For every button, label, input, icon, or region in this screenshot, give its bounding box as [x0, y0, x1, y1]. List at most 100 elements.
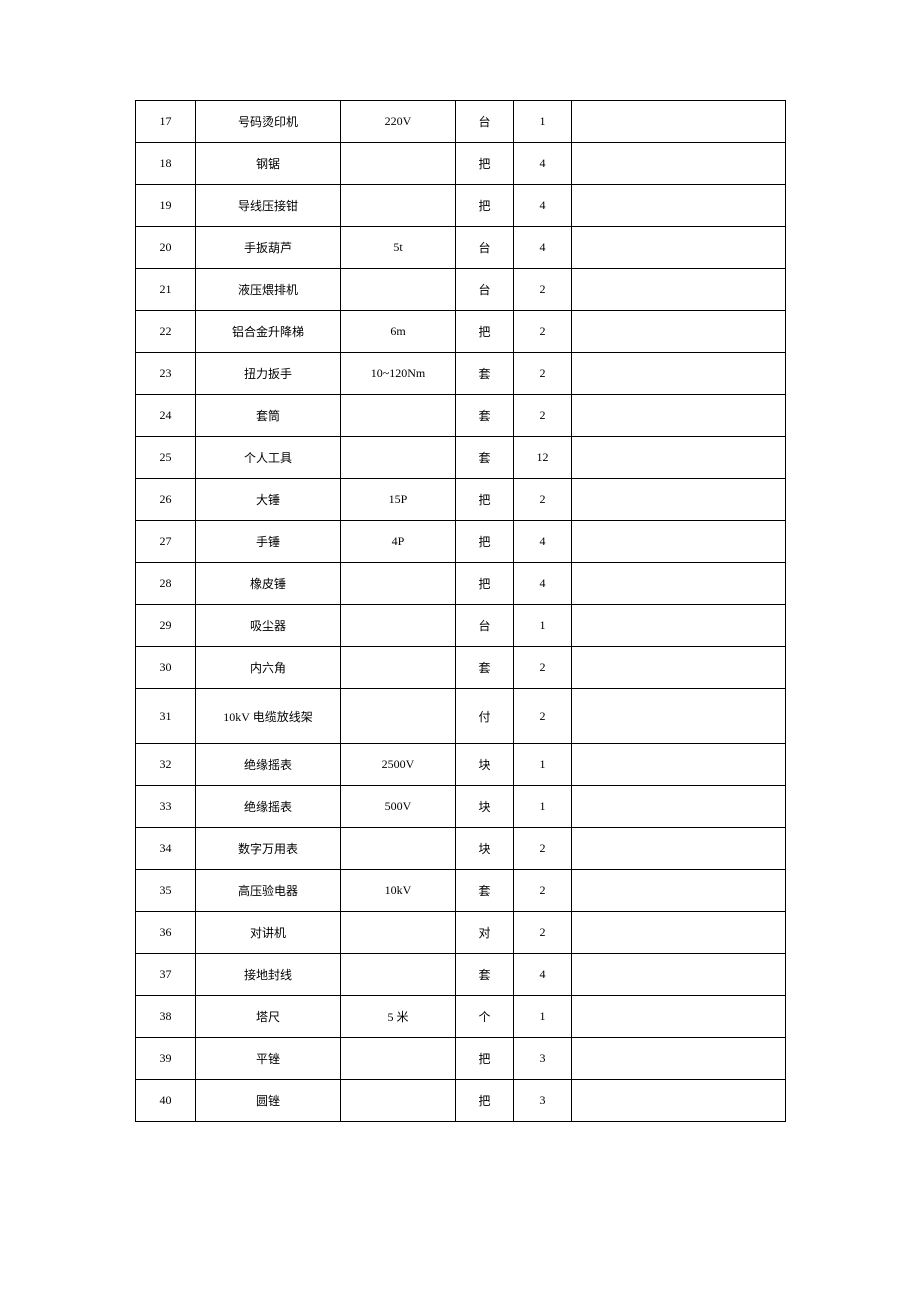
cell-remark [572, 185, 786, 227]
cell-number: 35 [136, 870, 196, 912]
cell-spec: 10~120Nm [341, 353, 456, 395]
cell-unit: 把 [456, 185, 514, 227]
table-row: 26大锤15P把2 [136, 479, 786, 521]
table-row: 33绝缘摇表500V块1 [136, 786, 786, 828]
table-row: 24套筒套2 [136, 395, 786, 437]
cell-unit: 把 [456, 311, 514, 353]
cell-unit: 台 [456, 269, 514, 311]
table-row: 29吸尘器 台1 [136, 605, 786, 647]
cell-quantity: 12 [514, 437, 572, 479]
cell-quantity: 1 [514, 101, 572, 143]
cell-name: 平锉 [196, 1038, 341, 1080]
cell-spec: 2500V [341, 744, 456, 786]
table-row: 17号码烫印机220V台1 [136, 101, 786, 143]
table-row: 27手锤4P把4 [136, 521, 786, 563]
cell-number: 22 [136, 311, 196, 353]
cell-number: 23 [136, 353, 196, 395]
cell-unit: 套 [456, 437, 514, 479]
table-row: 28橡皮锤把4 [136, 563, 786, 605]
cell-remark [572, 954, 786, 996]
cell-remark [572, 1038, 786, 1080]
cell-quantity: 4 [514, 185, 572, 227]
table-row: 36对讲机对2 [136, 912, 786, 954]
cell-unit: 台 [456, 605, 514, 647]
cell-spec: 500V [341, 786, 456, 828]
cell-number: 26 [136, 479, 196, 521]
cell-number: 17 [136, 101, 196, 143]
cell-spec [341, 563, 456, 605]
cell-remark [572, 521, 786, 563]
table-row: 23扭力扳手10~120Nm套2 [136, 353, 786, 395]
table-row: 32绝缘摇表2500V块1 [136, 744, 786, 786]
cell-number: 30 [136, 647, 196, 689]
cell-remark [572, 689, 786, 744]
cell-number: 25 [136, 437, 196, 479]
cell-name: 钢锯 [196, 143, 341, 185]
cell-spec [341, 143, 456, 185]
cell-remark [572, 605, 786, 647]
cell-number: 36 [136, 912, 196, 954]
cell-spec: 220V [341, 101, 456, 143]
cell-quantity: 2 [514, 828, 572, 870]
cell-quantity: 2 [514, 870, 572, 912]
cell-name: 10kV 电缆放线架 [196, 689, 341, 744]
cell-unit: 把 [456, 1080, 514, 1122]
cell-number: 33 [136, 786, 196, 828]
cell-unit: 付 [456, 689, 514, 744]
cell-name: 手锤 [196, 521, 341, 563]
cell-unit: 套 [456, 954, 514, 996]
table-row: 37接地封线套4 [136, 954, 786, 996]
cell-quantity: 4 [514, 521, 572, 563]
cell-quantity: 2 [514, 689, 572, 744]
cell-unit: 块 [456, 828, 514, 870]
cell-spec [341, 912, 456, 954]
cell-remark [572, 870, 786, 912]
cell-quantity: 3 [514, 1080, 572, 1122]
cell-name: 铝合金升降梯 [196, 311, 341, 353]
cell-spec [341, 647, 456, 689]
cell-number: 37 [136, 954, 196, 996]
equipment-table: 17号码烫印机220V台118钢锯把419导线压接钳把420手扳葫芦5t台421… [135, 100, 786, 1122]
cell-quantity: 4 [514, 143, 572, 185]
cell-remark [572, 437, 786, 479]
cell-number: 21 [136, 269, 196, 311]
cell-number: 28 [136, 563, 196, 605]
cell-name: 数字万用表 [196, 828, 341, 870]
cell-remark [572, 143, 786, 185]
cell-name: 大锤 [196, 479, 341, 521]
cell-quantity: 4 [514, 227, 572, 269]
cell-spec [341, 1080, 456, 1122]
cell-quantity: 1 [514, 605, 572, 647]
cell-remark [572, 311, 786, 353]
cell-quantity: 4 [514, 563, 572, 605]
cell-number: 24 [136, 395, 196, 437]
cell-number: 39 [136, 1038, 196, 1080]
cell-quantity: 3 [514, 1038, 572, 1080]
cell-spec [341, 1038, 456, 1080]
cell-quantity: 1 [514, 786, 572, 828]
table-row: 18钢锯把4 [136, 143, 786, 185]
cell-unit: 把 [456, 479, 514, 521]
cell-quantity: 2 [514, 395, 572, 437]
cell-spec: 5t [341, 227, 456, 269]
table-row: 39平锉把3 [136, 1038, 786, 1080]
cell-number: 27 [136, 521, 196, 563]
cell-name: 圆锉 [196, 1080, 341, 1122]
cell-quantity: 2 [514, 353, 572, 395]
cell-number: 31 [136, 689, 196, 744]
table-row: 22铝合金升降梯6m把2 [136, 311, 786, 353]
cell-remark [572, 353, 786, 395]
cell-spec [341, 605, 456, 647]
table-row: 3110kV 电缆放线架 付2 [136, 689, 786, 744]
cell-name: 扭力扳手 [196, 353, 341, 395]
table-row: 35高压验电器10kV套2 [136, 870, 786, 912]
cell-unit: 套 [456, 395, 514, 437]
cell-name: 吸尘器 [196, 605, 341, 647]
cell-number: 20 [136, 227, 196, 269]
cell-number: 29 [136, 605, 196, 647]
cell-remark [572, 647, 786, 689]
cell-quantity: 2 [514, 912, 572, 954]
cell-quantity: 2 [514, 269, 572, 311]
table-row: 30内六角套2 [136, 647, 786, 689]
table-body: 17号码烫印机220V台118钢锯把419导线压接钳把420手扳葫芦5t台421… [136, 101, 786, 1122]
